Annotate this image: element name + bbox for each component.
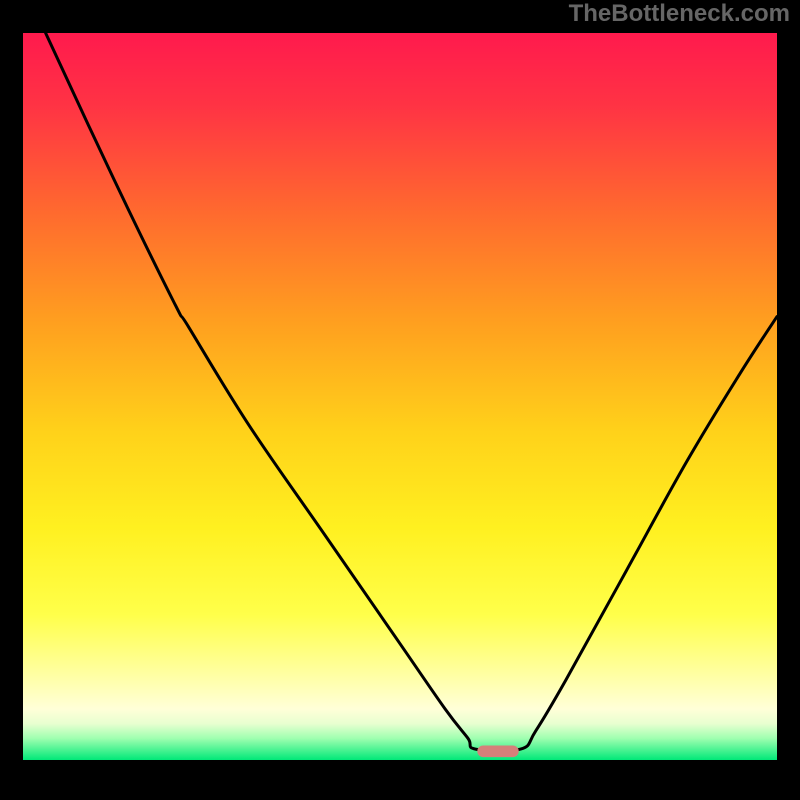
plot-area [23, 33, 777, 760]
watermark-text: TheBottleneck.com [569, 0, 790, 28]
chart-svg [23, 33, 777, 760]
chart-container: TheBottleneck.com [0, 0, 800, 800]
optimal-marker [477, 745, 518, 757]
gradient-background [23, 33, 777, 760]
